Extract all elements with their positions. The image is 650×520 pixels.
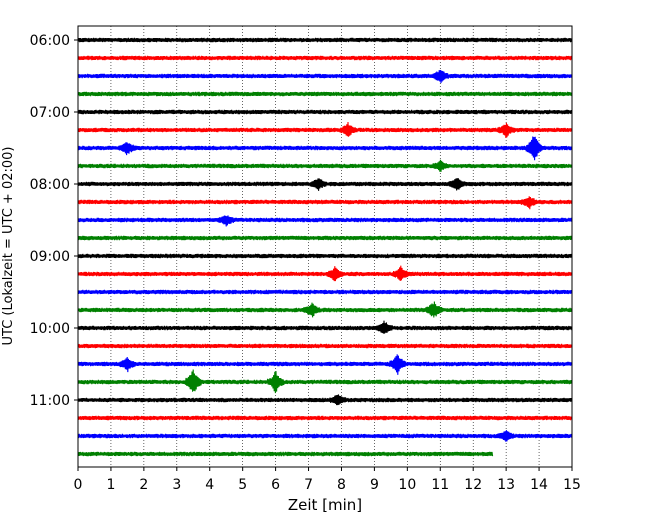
trace-line [77, 215, 573, 227]
trace-line [77, 159, 573, 172]
x-tick-label: 8 [337, 477, 346, 493]
y-tick-label: 11:00 [30, 393, 70, 409]
x-tick-label: 2 [139, 477, 148, 493]
trace-line [77, 301, 573, 318]
y-tick-label: 10:00 [30, 321, 70, 337]
trace-line [77, 70, 573, 84]
x-tick-label: 9 [370, 477, 379, 493]
seismic-traces [77, 37, 573, 457]
trace-line [77, 136, 573, 161]
trace-line [77, 343, 573, 349]
x-tick-label: 0 [74, 477, 83, 493]
trace-line [77, 369, 573, 394]
x-tick-label: 13 [497, 477, 515, 493]
trace-line [77, 430, 573, 442]
x-tick-label: 10 [398, 477, 416, 493]
trace-line [77, 178, 573, 191]
x-tick-label: 15 [563, 477, 581, 493]
trace-line [77, 235, 573, 241]
y-axis-ticks: 06:00 07:00 08:00 09:00 10:00 11:00 [30, 33, 78, 409]
trace-line [77, 37, 573, 43]
x-tick-label: 14 [530, 477, 548, 493]
x-tick-label: 12 [464, 477, 482, 493]
plot-frame [77, 25, 573, 468]
trace-line [77, 265, 573, 282]
y-axis-label: UTC (Lokalzeit = UTC + 02:00) [1, 147, 16, 346]
trace-line [77, 91, 573, 97]
trace-line [77, 122, 573, 138]
y-tick-label: 09:00 [30, 249, 70, 265]
trace-line [77, 394, 573, 406]
x-tick-label: 3 [172, 477, 181, 493]
y-tick-label: 06:00 [30, 33, 70, 49]
trace-line [77, 109, 573, 115]
x-tick-label: 7 [304, 477, 313, 493]
x-axis-ticks: 0 1 2 3 4 5 6 7 8 9 10 11 12 13 14 15 [74, 467, 581, 493]
x-tick-label: 4 [205, 477, 214, 493]
trace-line [77, 55, 573, 61]
trace-line [77, 196, 573, 210]
x-axis-label: Zeit [min] [288, 496, 362, 514]
trace-line [77, 289, 573, 295]
trace-line [77, 253, 573, 259]
trace-line [77, 415, 573, 421]
trace-line [77, 320, 573, 334]
y-tick-label: 08:00 [30, 177, 70, 193]
y-tick-label: 07:00 [30, 105, 70, 121]
x-tick-label: 11 [431, 477, 449, 493]
x-tick-label: 6 [271, 477, 280, 493]
trace-line [77, 451, 494, 457]
x-tick-label: 5 [238, 477, 247, 493]
trace-line [77, 354, 573, 375]
x-tick-label: 1 [106, 477, 115, 493]
